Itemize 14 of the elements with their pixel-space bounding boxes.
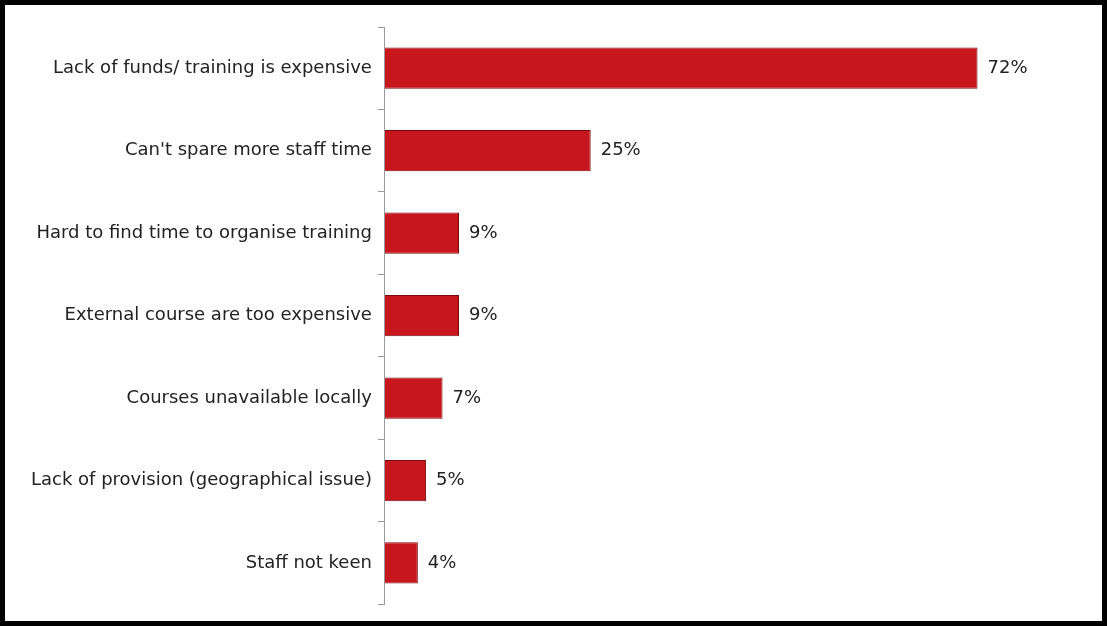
- data-label: 72%: [987, 55, 1028, 77]
- data-label: 7%: [452, 385, 482, 407]
- y-tick-label: External course are too expensive: [64, 303, 372, 325]
- y-tick-label: Staff not keen: [245, 550, 372, 572]
- data-label: 9%: [469, 303, 498, 325]
- y-tick-label: Lack of provision (geographical issue): [30, 468, 372, 490]
- y-tick-label: Courses unavailable locally: [126, 385, 373, 407]
- y-tick-label: Hard to find time to organise training: [36, 220, 372, 242]
- y-tick-label: Lack of funds/ training is expensive: [53, 55, 372, 77]
- data-label: 4%: [427, 550, 457, 572]
- data-label: 9%: [469, 220, 498, 242]
- data-label: 25%: [600, 138, 641, 160]
- y-tick-label: Can't spare more staff time: [124, 138, 372, 160]
- data-label: 5%: [436, 468, 465, 490]
